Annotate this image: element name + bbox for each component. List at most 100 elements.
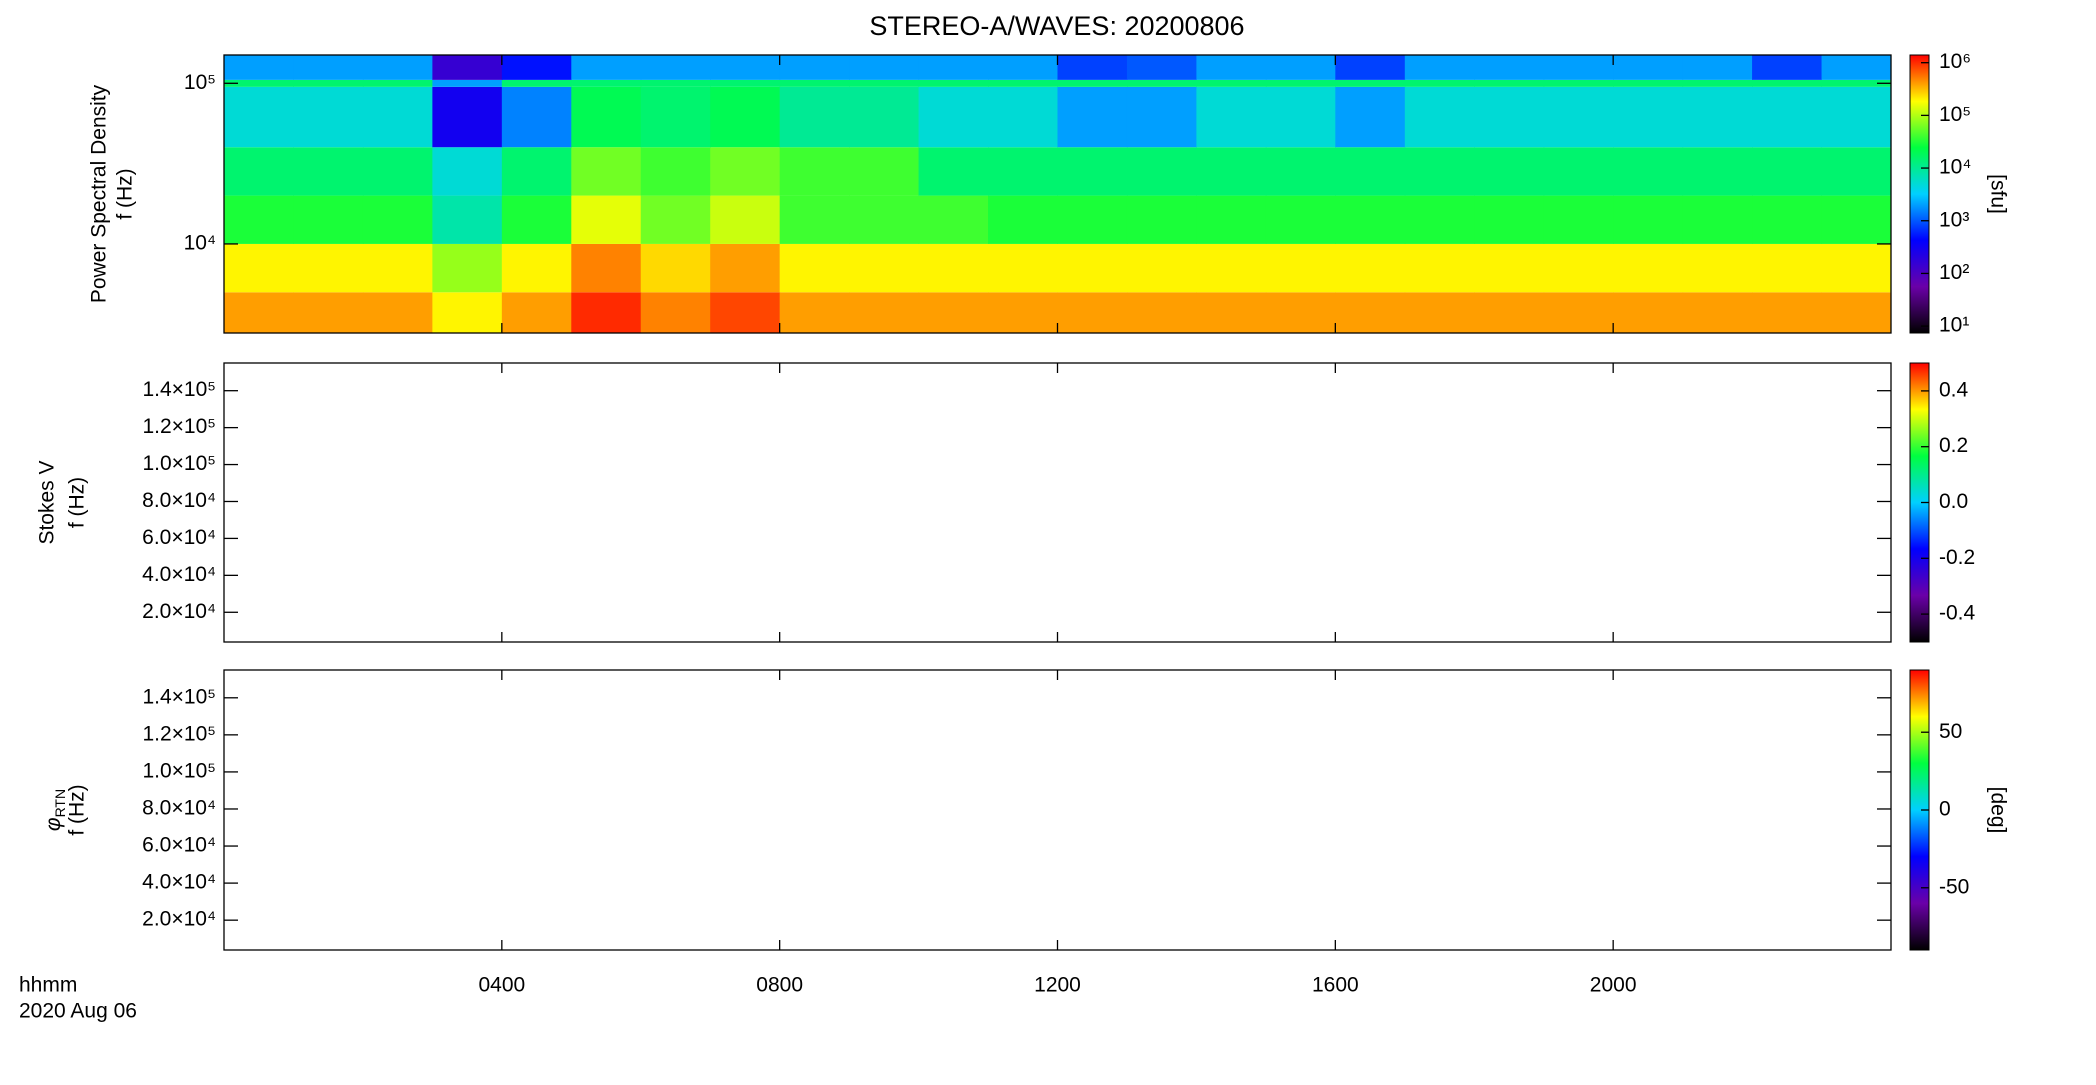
y-tick-label: 1.0×10⁵ xyxy=(142,759,216,782)
heatmap-cell xyxy=(1543,195,1614,244)
y-tick-label: 2.0×10⁴ xyxy=(142,600,216,623)
heatmap-cell xyxy=(918,147,989,196)
heatmap-cell xyxy=(710,55,781,80)
heatmap-cell xyxy=(1265,79,1336,87)
heatmap-cell xyxy=(293,147,364,196)
colorbar-tick-label: -50 xyxy=(1939,875,1969,898)
heatmap-cell xyxy=(640,243,711,293)
heatmap-cell xyxy=(1474,243,1545,293)
heatmap-cell xyxy=(571,55,642,80)
heatmap-cell xyxy=(432,292,503,333)
heatmap-cell xyxy=(432,243,503,293)
heatmap-cell xyxy=(710,195,781,244)
heatmap-cell xyxy=(432,195,503,244)
heatmap-cell xyxy=(1613,243,1684,293)
y-axis-label: Stokes V xyxy=(36,460,59,544)
heatmap-cell xyxy=(501,243,572,293)
heatmap-cell xyxy=(779,243,850,293)
heatmap-cell xyxy=(1821,55,1892,80)
heatmap-cell xyxy=(1682,55,1753,80)
heatmap-cell xyxy=(1404,292,1475,333)
heatmap-cell xyxy=(224,243,294,293)
heatmap-cell xyxy=(710,243,781,293)
y-axis-symbol: φ xyxy=(42,817,65,831)
heatmap-cell xyxy=(1126,147,1197,196)
x-tick-label: 2000 xyxy=(1590,974,1637,997)
colorbar-tick-label: 10³ xyxy=(1939,208,1969,231)
heatmap-cell xyxy=(1682,243,1753,293)
heatmap-cell xyxy=(1265,147,1336,196)
colorbar-tick-label: 0.4 xyxy=(1939,378,1969,401)
heatmap-cell xyxy=(1404,195,1475,244)
heatmap-cell xyxy=(1126,79,1197,87)
heatmap-cell xyxy=(1265,195,1336,244)
heatmap-cell xyxy=(1404,55,1475,80)
heatmap-cell xyxy=(640,79,711,87)
heatmap-cell xyxy=(849,147,920,196)
heatmap-cell xyxy=(849,79,920,87)
heatmap-cell xyxy=(1335,86,1406,148)
heatmap-cell xyxy=(640,147,711,196)
y-tick-label: 10⁴ xyxy=(184,231,216,254)
heatmap-cell xyxy=(293,195,364,244)
y-axis-label: Power Spectral Density xyxy=(88,84,111,303)
y-axis-unit-label: f (Hz) xyxy=(114,168,137,219)
x-tick-label: 1200 xyxy=(1034,974,1081,997)
y-tick-label: 1.2×10⁵ xyxy=(142,722,216,745)
heatmap-cell xyxy=(988,147,1058,196)
heatmap-cell xyxy=(1404,86,1475,148)
heatmap-cell xyxy=(988,195,1058,244)
heatmap-cell xyxy=(1404,243,1475,293)
heatmap-cell xyxy=(918,86,989,148)
x-tick-label: 0800 xyxy=(756,974,803,997)
heatmap-cell xyxy=(1682,292,1753,333)
heatmap-cell xyxy=(1752,147,1823,196)
heatmap-cell xyxy=(362,243,433,293)
heatmap-cell xyxy=(1543,243,1614,293)
heatmap-cell xyxy=(918,243,989,293)
heatmap-cell xyxy=(918,79,989,87)
heatmap-cell xyxy=(1613,86,1684,148)
heatmap-cell xyxy=(1682,79,1753,87)
y-tick-label: 4.0×10⁴ xyxy=(142,871,216,894)
heatmap-cell xyxy=(779,79,850,87)
heatmap-cell xyxy=(1335,55,1406,80)
heatmap-cell xyxy=(918,55,989,80)
y-tick-label: 10⁵ xyxy=(184,71,216,94)
y-tick-label: 6.0×10⁴ xyxy=(142,526,216,549)
heatmap-cell xyxy=(779,292,850,333)
heatmap-cell xyxy=(1752,55,1823,80)
heatmap-cell xyxy=(1543,79,1614,87)
heatmap-cell xyxy=(1543,86,1614,148)
heatmap-cell xyxy=(1196,86,1267,148)
x-tick-label: 1600 xyxy=(1312,974,1359,997)
heatmap-cell xyxy=(1126,243,1197,293)
heatmap-cell xyxy=(571,86,642,148)
heatmap-cell xyxy=(1474,79,1545,87)
heatmap-cell xyxy=(571,243,642,293)
heatmap-cell xyxy=(1057,147,1128,196)
colorbar-tick-label: 50 xyxy=(1939,720,1962,743)
heatmap-cell xyxy=(1335,147,1406,196)
heatmap-cell xyxy=(1613,55,1684,80)
heatmap-cell xyxy=(432,55,503,80)
colorbar-tick-label: 10⁶ xyxy=(1939,50,1971,73)
y-tick-label: 1.4×10⁵ xyxy=(142,378,216,401)
heatmap-cell xyxy=(224,292,294,333)
heatmap-cell xyxy=(1543,55,1614,80)
heatmap-cell xyxy=(988,243,1058,293)
heatmap-cell xyxy=(779,147,850,196)
heatmap-cell xyxy=(640,195,711,244)
heatmap-cell xyxy=(849,55,920,80)
figure-title: STEREO-A/WAVES: 20200806 xyxy=(869,11,1244,41)
heatmap-cell xyxy=(710,86,781,148)
heatmap-cell xyxy=(1752,195,1823,244)
heatmap-cell xyxy=(501,195,572,244)
y-tick-label: 8.0×10⁴ xyxy=(142,489,216,512)
heatmap-cell xyxy=(293,243,364,293)
heatmap-cell xyxy=(224,55,294,80)
heatmap-cell xyxy=(1474,195,1545,244)
time-axis-label: hhmm xyxy=(19,974,77,997)
y-tick-label: 1.0×10⁵ xyxy=(142,452,216,475)
heatmap-cell xyxy=(1126,195,1197,244)
